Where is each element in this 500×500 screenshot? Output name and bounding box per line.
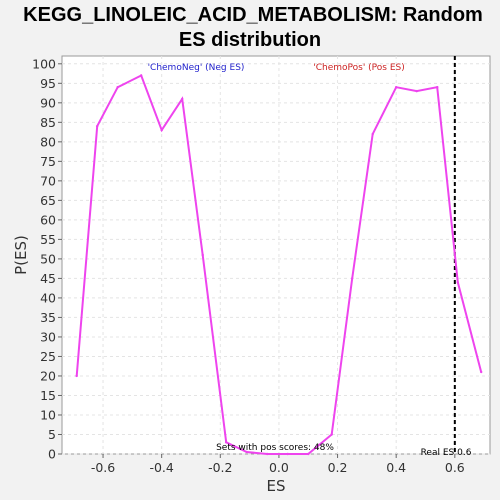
y-tick-label: 100 xyxy=(32,56,56,71)
y-axis-label: P(ES) xyxy=(12,235,30,275)
y-tick-label: 15 xyxy=(40,388,56,403)
data-point xyxy=(436,86,439,89)
data-point xyxy=(224,441,228,444)
data-point xyxy=(180,97,184,101)
y-tick-label: 75 xyxy=(40,154,56,169)
pos-scores-annotation: Sets with pos scores: 48% xyxy=(216,443,334,453)
grid-lines xyxy=(62,56,490,455)
chart-title-line1: KEGG_LINOLEIC_ACID_METABOLISM: Random xyxy=(23,4,483,26)
data-point xyxy=(245,450,248,454)
neg-es-annotation: 'ChemoNeg' (Neg ES) xyxy=(148,63,245,73)
y-tick-label: 30 xyxy=(40,329,56,344)
y-tick-label: 80 xyxy=(40,134,56,149)
data-point xyxy=(116,86,119,89)
x-axis-ticks: -0.6 -0.4 -0.2 0.0 0.2 0.4 0.6 xyxy=(91,454,465,475)
y-tick-label: 35 xyxy=(40,310,56,325)
data-point xyxy=(371,132,374,136)
series-line xyxy=(75,74,483,455)
data-point xyxy=(307,452,310,456)
x-tick-label: 0.6 xyxy=(445,460,465,475)
y-tick-label: 20 xyxy=(40,368,56,383)
plot-area xyxy=(61,55,491,455)
x-tick-label: -0.2 xyxy=(208,460,232,475)
y-tick-label: 50 xyxy=(40,251,56,266)
data-point xyxy=(95,125,99,128)
data-point xyxy=(330,433,333,436)
y-tick-label: 0 xyxy=(48,447,56,462)
x-tick-label: -0.4 xyxy=(149,460,173,475)
x-tick-label: 0.2 xyxy=(328,460,348,475)
chart-title-line2: ES distribution xyxy=(179,29,321,51)
real-es-annotation: Real ES 0.6 xyxy=(421,448,472,458)
y-tick-label: 45 xyxy=(40,271,56,286)
series-points xyxy=(75,74,483,456)
data-point xyxy=(139,74,143,77)
data-point xyxy=(160,128,163,132)
data-point xyxy=(351,277,354,280)
y-tick-label: 5 xyxy=(48,427,56,442)
y-tick-label: 10 xyxy=(40,407,56,422)
x-tick-label: 0.0 xyxy=(269,460,289,475)
data-point xyxy=(415,89,418,93)
data-point xyxy=(286,452,289,456)
y-tick-label: 95 xyxy=(40,76,56,91)
x-tick-label: 0.4 xyxy=(386,460,406,475)
data-point xyxy=(201,253,204,257)
data-point xyxy=(456,281,459,284)
y-tick-label: 40 xyxy=(40,290,56,305)
x-tick-label: -0.6 xyxy=(91,460,115,475)
y-tick-label: 60 xyxy=(40,212,56,227)
pos-es-annotation: 'ChemoPos' (Pos ES) xyxy=(313,63,405,73)
data-point xyxy=(266,452,269,456)
data-point xyxy=(394,86,398,89)
y-tick-label: 55 xyxy=(40,232,56,247)
data-point xyxy=(480,370,483,374)
x-axis-label: ES xyxy=(267,477,286,495)
y-tick-label: 90 xyxy=(40,95,56,110)
data-point xyxy=(75,374,78,378)
y-tick-label: 70 xyxy=(40,173,56,188)
y-tick-label: 25 xyxy=(40,349,56,364)
y-tick-label: 85 xyxy=(40,115,56,130)
y-tick-label: 65 xyxy=(40,193,56,208)
y-axis-ticks: 0 5 10 15 20 25 30 35 40 45 50 55 60 65 70 75 80 85 90 95 10… xyxy=(32,56,62,462)
